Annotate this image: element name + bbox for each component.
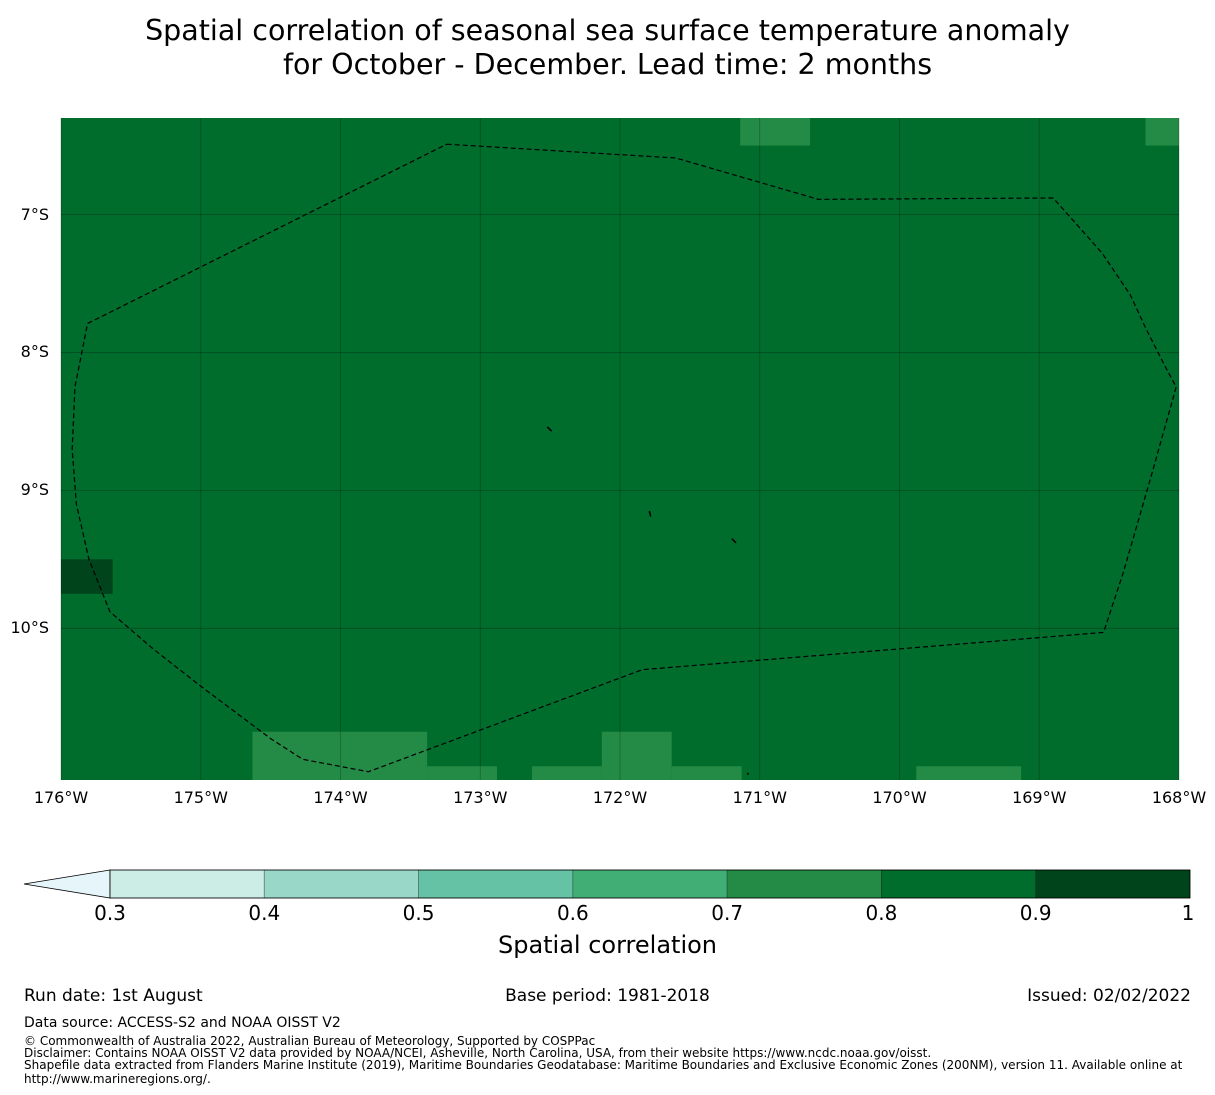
lat-label-10°S: 10°S — [10, 618, 49, 638]
colorbar — [23, 869, 1191, 899]
disclaimer: Disclaimer: Contains NOAA OISST V2 data … — [24, 1046, 932, 1060]
issued-date: Issued: 02/02/2022 — [1027, 986, 1191, 1006]
map-title: Spatial correlation of seasonal sea surf… — [0, 14, 1215, 82]
correlation-cells — [61, 118, 1179, 780]
lon-label-171°W: 171°W — [732, 788, 787, 807]
island-1 — [648, 510, 652, 517]
lon-label-176°W: 176°W — [33, 788, 89, 807]
colorbar-tick-0.6: 0.6 — [556, 901, 589, 925]
colorbar-tick-0.8: 0.8 — [865, 901, 898, 925]
lon-label-173°W: 173°W — [453, 788, 508, 807]
run-date: Run date: 1st August — [24, 986, 203, 1006]
lon-label-170°W: 170°W — [872, 788, 927, 807]
colorbar-bin-3 — [572, 869, 728, 899]
map-gridlines — [60, 118, 1180, 780]
colorbar-tick-0.5: 0.5 — [402, 901, 435, 925]
lon-label-168°W: 168°W — [1151, 788, 1207, 807]
shapefile-credit: Shapefile data extracted from Flanders M… — [24, 1058, 1183, 1086]
map-title-line-1: Spatial correlation of seasonal sea surf… — [145, 14, 1070, 47]
correlation-cell-2 — [61, 559, 113, 594]
colorbar-title: Spatial correlation — [497, 931, 718, 959]
map-background — [61, 118, 1179, 780]
island-2 — [731, 538, 737, 544]
eez-boundary-line — [71, 143, 1177, 773]
colorbar-tick-1: 1 — [1181, 901, 1195, 925]
base-period: Base period: 1981-2018 — [505, 986, 710, 1006]
colorbar-bin-0 — [109, 869, 265, 899]
correlation-cell-5 — [531, 766, 602, 780]
lon-label-169°W: 169°W — [1012, 788, 1067, 807]
correlation-cell-8 — [916, 766, 1022, 780]
correlation-cell-4 — [427, 766, 498, 780]
colorbar-tick-0.3: 0.3 — [94, 901, 126, 925]
lon-label-172°W: 172°W — [592, 788, 648, 807]
colorbar-tick-0.4: 0.4 — [248, 901, 281, 925]
island-outlines — [546, 426, 750, 776]
lon-label-175°W: 175°W — [173, 788, 228, 807]
correlation-cell-1 — [1145, 118, 1179, 146]
colorbar-tick-0.7: 0.7 — [711, 901, 744, 925]
data-source: Data source: ACCESS-S2 and NOAA OISST V2 — [24, 1015, 341, 1031]
lat-label-7°S: 7°S — [20, 204, 49, 224]
colorbar-extend-triangle — [23, 869, 111, 899]
lat-label-8°S: 8°S — [20, 342, 49, 362]
colorbar-bin-4 — [726, 869, 882, 899]
colorbar-frame — [109, 869, 1191, 899]
colorbar-bin-5 — [881, 869, 1037, 899]
correlation-cell-7 — [671, 766, 742, 780]
lon-label-174°W: 174°W — [313, 788, 368, 807]
lat-label-9°S: 9°S — [20, 480, 49, 500]
copyright: © Commonwealth of Australia 2022, Austra… — [24, 1034, 596, 1048]
correlation-cell-6 — [601, 731, 672, 780]
map-title-line-2: for October - December. Lead time: 2 mon… — [282, 48, 933, 81]
correlation-cell-3 — [252, 731, 428, 780]
colorbar-bin-1 — [263, 869, 419, 899]
island-0 — [546, 426, 553, 432]
eez-boundary — [71, 143, 1177, 773]
colorbar-bin-6 — [1035, 869, 1191, 899]
colorbar-tick-0.9: 0.9 — [1019, 901, 1052, 925]
colorbar-bin-2 — [418, 869, 574, 899]
correlation-cell-0 — [740, 118, 811, 146]
island-3 — [746, 772, 750, 776]
